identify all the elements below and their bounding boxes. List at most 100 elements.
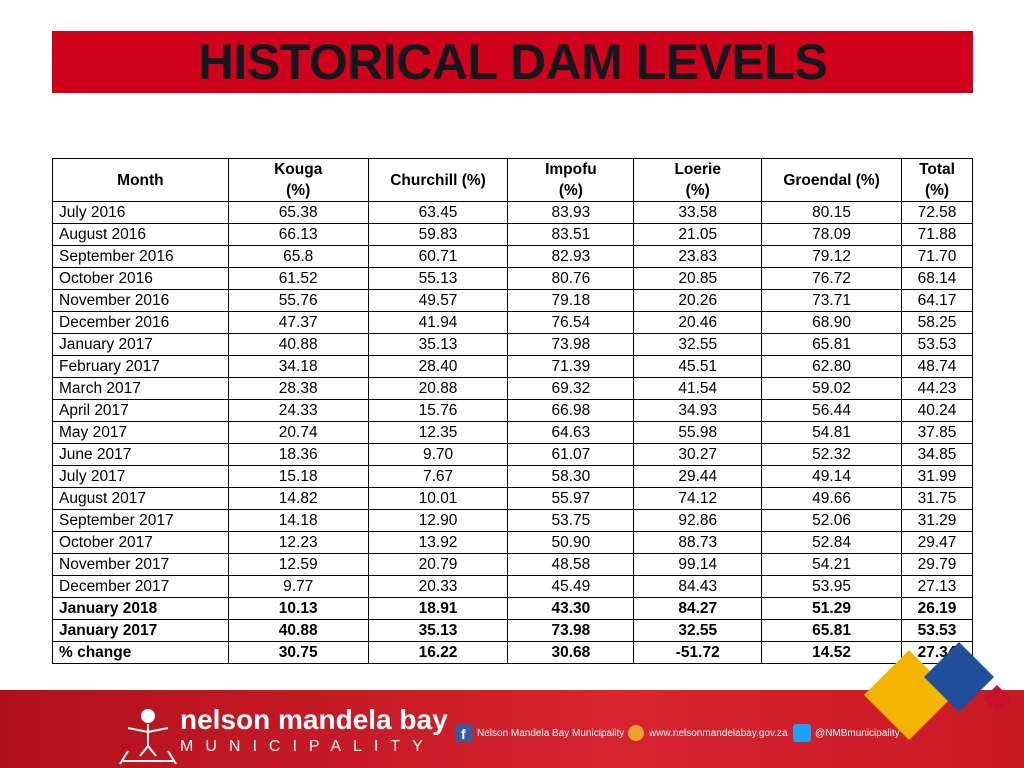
value-cell: 14.18 bbox=[227, 509, 369, 532]
footer: nelson mandela bay MUNICIPALITY f Nelson… bbox=[0, 690, 1024, 768]
value-cell: 47.37 bbox=[227, 311, 369, 334]
month-cell: January 2018 bbox=[52, 597, 229, 620]
value-cell: 73.71 bbox=[761, 289, 902, 312]
value-cell: 59.02 bbox=[761, 377, 902, 400]
month-cell: November 2017 bbox=[52, 553, 229, 576]
value-cell: 12.59 bbox=[227, 553, 369, 576]
month-cell: August 2016 bbox=[52, 223, 229, 246]
value-cell: 52.84 bbox=[761, 531, 902, 554]
value-cell: 20.74 bbox=[227, 421, 369, 444]
value-cell: 20.33 bbox=[367, 575, 509, 598]
month-cell: June 2017 bbox=[52, 443, 229, 466]
table-row: February 2017 34.18 28.40 71.39 45.51 62.80 48… bbox=[52, 355, 973, 378]
header-cell: Churchill (%) bbox=[367, 158, 509, 202]
month-cell: January 2017 bbox=[52, 619, 229, 642]
value-cell: 65.81 bbox=[761, 333, 902, 356]
dam-table: Month Kouga (%) Churchill (%) Impofu (%) Loeri… bbox=[52, 158, 973, 664]
logo-icon bbox=[119, 709, 177, 765]
value-cell: 12.23 bbox=[227, 531, 369, 554]
value-cell: 53.53 bbox=[901, 619, 973, 642]
facebook-icon: f bbox=[455, 724, 473, 742]
header-text: Kouga bbox=[274, 161, 323, 178]
value-cell: 53.75 bbox=[507, 509, 635, 532]
value-cell: 44.23 bbox=[901, 377, 973, 400]
value-cell: 58.25 bbox=[901, 311, 973, 334]
value-cell: 68.90 bbox=[761, 311, 902, 334]
table-row: October 2017 12.23 13.92 50.90 88.73 52.84 29.… bbox=[52, 531, 973, 554]
table-row: May 2017 20.74 12.35 64.63 55.98 54.81 37.85 bbox=[52, 421, 973, 444]
value-cell: 33.58 bbox=[633, 201, 763, 224]
value-cell: 29.79 bbox=[901, 553, 973, 576]
month-cell: July 2016 bbox=[52, 201, 229, 224]
logo-name: nelson mandela bay bbox=[180, 704, 448, 735]
header-text: (%) bbox=[685, 182, 710, 199]
header-text: (%) bbox=[286, 182, 311, 199]
value-cell: 64.63 bbox=[507, 421, 635, 444]
value-cell: 43.30 bbox=[507, 597, 635, 620]
header-text: Groendal (%) bbox=[783, 171, 880, 189]
header-text: (%) bbox=[924, 182, 950, 199]
value-cell: 53.95 bbox=[761, 575, 902, 598]
month-cell: September 2017 bbox=[52, 509, 229, 532]
month-cell: November 2016 bbox=[52, 289, 229, 312]
value-cell: 55.97 bbox=[507, 487, 635, 510]
month-cell: October 2016 bbox=[52, 267, 229, 290]
value-cell: 71.88 bbox=[901, 223, 973, 246]
header-cell: Kouga (%) bbox=[227, 158, 369, 202]
value-cell: 50.90 bbox=[507, 531, 635, 554]
month-cell: December 2016 bbox=[52, 311, 229, 334]
value-cell: 35.13 bbox=[367, 619, 509, 642]
value-cell: 78.09 bbox=[761, 223, 902, 246]
value-cell: 14.52 bbox=[761, 641, 902, 664]
value-cell: 53.53 bbox=[901, 333, 973, 356]
logo-sub: MUNICIPALITY bbox=[180, 738, 435, 755]
value-cell: 30.75 bbox=[227, 641, 369, 664]
header-cell: Loerie (%) bbox=[633, 158, 763, 202]
value-cell: 9.70 bbox=[367, 443, 509, 466]
value-cell: 32.55 bbox=[633, 333, 763, 356]
table-row: January 2017 40.88 35.13 73.98 32.55 65.81 53.… bbox=[52, 333, 973, 356]
value-cell: 20.46 bbox=[633, 311, 763, 334]
value-cell: 30.68 bbox=[507, 641, 635, 664]
value-cell: 73.98 bbox=[507, 619, 635, 642]
value-cell: 10.01 bbox=[367, 487, 509, 510]
table-row: November 2016 55.76 49.57 79.18 20.26 73.71 64… bbox=[52, 289, 973, 312]
twitter-text: @NMBmunicipality bbox=[815, 728, 900, 739]
value-cell: 21.05 bbox=[633, 223, 763, 246]
month-cell: April 2017 bbox=[52, 399, 229, 422]
header-cell: Month bbox=[52, 158, 229, 202]
month-cell: August 2017 bbox=[52, 487, 229, 510]
table-row: March 2017 28.38 20.88 69.32 41.54 59.02 44.23 bbox=[52, 377, 973, 400]
value-cell: 55.13 bbox=[367, 267, 509, 290]
value-cell: 49.66 bbox=[761, 487, 902, 510]
value-cell: 84.43 bbox=[633, 575, 763, 598]
value-cell: 88.73 bbox=[633, 531, 763, 554]
value-cell: 7.67 bbox=[367, 465, 509, 488]
value-cell: 45.51 bbox=[633, 355, 763, 378]
value-cell: 83.93 bbox=[507, 201, 635, 224]
header-cell: Total (%) bbox=[901, 158, 973, 202]
value-cell: 79.12 bbox=[761, 245, 902, 268]
header-text: (%) bbox=[558, 182, 583, 199]
value-cell: 18.36 bbox=[227, 443, 369, 466]
title-bar: HISTORICAL DAM LEVELS bbox=[52, 31, 973, 93]
month-cell: % change bbox=[52, 641, 229, 664]
value-cell: 20.79 bbox=[367, 553, 509, 576]
value-cell: 59.83 bbox=[367, 223, 509, 246]
value-cell: 69.32 bbox=[507, 377, 635, 400]
value-cell: 54.81 bbox=[761, 421, 902, 444]
table-row: September 2016 65.8 60.71 82.93 23.83 79.12 71… bbox=[52, 245, 973, 268]
value-cell: 29.47 bbox=[901, 531, 973, 554]
web-icon bbox=[628, 725, 644, 741]
value-cell: 80.76 bbox=[507, 267, 635, 290]
twitter-icon bbox=[793, 724, 811, 742]
svg-text:f: f bbox=[461, 726, 466, 742]
table-body: July 2016 65.38 63.45 83.93 33.58 80.15 72.58 A… bbox=[52, 201, 973, 664]
table-row: September 2017 14.18 12.90 53.75 92.86 52.06 3… bbox=[52, 509, 973, 532]
value-cell: 41.94 bbox=[367, 311, 509, 334]
value-cell: 55.76 bbox=[227, 289, 369, 312]
value-cell: 26.19 bbox=[901, 597, 973, 620]
value-cell: 34.93 bbox=[633, 399, 763, 422]
value-cell: 82.93 bbox=[507, 245, 635, 268]
value-cell: 52.32 bbox=[761, 443, 902, 466]
